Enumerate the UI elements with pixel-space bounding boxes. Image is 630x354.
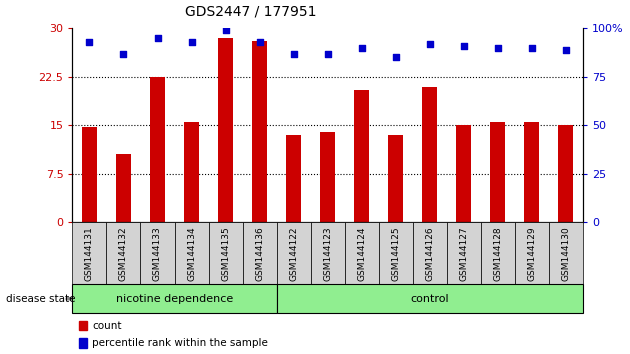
Point xyxy=(391,55,401,60)
Point xyxy=(425,41,435,47)
Point xyxy=(152,35,163,41)
Text: GSM144128: GSM144128 xyxy=(493,226,502,281)
Bar xyxy=(218,38,233,222)
Text: count: count xyxy=(92,320,122,331)
Bar xyxy=(490,122,505,222)
Point xyxy=(118,51,129,56)
Text: percentile rank within the sample: percentile rank within the sample xyxy=(92,338,268,348)
Text: GSM144127: GSM144127 xyxy=(459,226,468,281)
Text: GSM144132: GSM144132 xyxy=(119,226,128,281)
Point xyxy=(493,45,503,51)
Text: nicotine dependence: nicotine dependence xyxy=(116,294,233,304)
Text: GSM144124: GSM144124 xyxy=(357,226,366,280)
Point xyxy=(289,51,299,56)
Bar xyxy=(558,125,573,222)
Point xyxy=(459,43,469,48)
Text: GSM144122: GSM144122 xyxy=(289,226,298,280)
Point xyxy=(561,47,571,52)
Text: GSM144133: GSM144133 xyxy=(153,226,162,281)
Bar xyxy=(116,154,131,222)
Text: GSM144125: GSM144125 xyxy=(391,226,400,281)
Text: GSM144129: GSM144129 xyxy=(527,226,536,281)
Bar xyxy=(524,122,539,222)
Text: control: control xyxy=(410,294,449,304)
Point xyxy=(357,45,367,51)
Bar xyxy=(252,41,267,222)
Text: GSM144134: GSM144134 xyxy=(187,226,196,281)
Text: GSM144130: GSM144130 xyxy=(561,226,570,281)
Point xyxy=(527,45,537,51)
Text: GSM144126: GSM144126 xyxy=(425,226,434,281)
Bar xyxy=(184,122,199,222)
Point xyxy=(186,39,197,45)
Point xyxy=(220,27,231,33)
Point xyxy=(255,39,265,45)
Point xyxy=(84,39,94,45)
Bar xyxy=(320,132,335,222)
Bar xyxy=(286,135,301,222)
Text: GSM144131: GSM144131 xyxy=(85,226,94,281)
Bar xyxy=(354,90,369,222)
Point xyxy=(323,51,333,56)
Text: GSM144135: GSM144135 xyxy=(221,226,230,281)
Text: GSM144123: GSM144123 xyxy=(323,226,332,281)
Bar xyxy=(82,127,97,222)
Text: disease state: disease state xyxy=(6,294,76,304)
Bar xyxy=(388,135,403,222)
Text: GDS2447 / 177951: GDS2447 / 177951 xyxy=(185,4,317,18)
Text: GSM144136: GSM144136 xyxy=(255,226,264,281)
Bar xyxy=(150,77,165,222)
Bar xyxy=(456,125,471,222)
Bar xyxy=(422,86,437,222)
